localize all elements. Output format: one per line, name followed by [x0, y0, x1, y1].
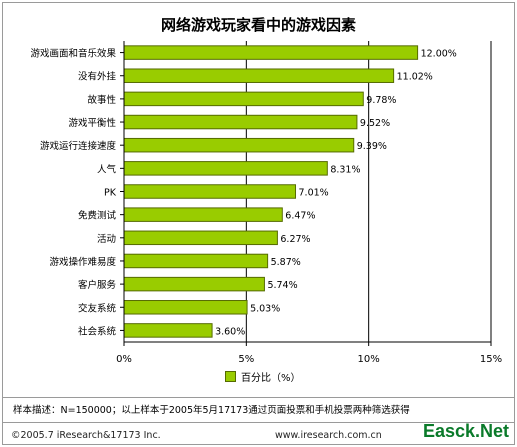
- x-tick-label: 0%: [116, 354, 132, 365]
- category-label: 没有外挂: [78, 71, 117, 83]
- data-label: 7.01%: [299, 188, 329, 199]
- category-label: 游戏平衡性: [68, 117, 116, 129]
- x-tick-label: 5%: [238, 354, 254, 365]
- data-label: 9.52%: [360, 118, 390, 129]
- watermark-logo: Easck.Net: [423, 421, 510, 441]
- category-label: 社会系统: [78, 325, 117, 337]
- copyright-text: ©2005.7 iResearch&17173 Inc.: [11, 430, 161, 441]
- legend-label: 百分比（%）: [241, 373, 301, 384]
- separator-line: [3, 422, 514, 423]
- bar: [123, 230, 278, 246]
- data-label: 11.02%: [397, 72, 433, 83]
- data-label: 5.74%: [267, 280, 297, 291]
- data-label: 6.27%: [280, 234, 310, 245]
- legend: 百分比（%）: [225, 369, 301, 384]
- category-label: 游戏运行连接速度: [40, 140, 117, 152]
- category-label: 游戏操作难易度: [49, 256, 116, 268]
- data-label: 9.39%: [357, 141, 387, 152]
- data-label: 6.47%: [285, 211, 315, 222]
- legend-swatch: [225, 371, 236, 382]
- category-label: 免费测试: [78, 210, 117, 222]
- data-label: 12.00%: [421, 49, 457, 60]
- category-label: 交友系统: [78, 302, 117, 314]
- category-label: 客户服务: [78, 279, 117, 291]
- bar-chart-plot: 0% 5% 10% 15% 游戏画面和音乐效果 12.00% 没有外挂 11.02% 故事性 9.…: [30, 41, 502, 365]
- category-label: 人气: [97, 163, 117, 175]
- bar: [123, 323, 213, 338]
- data-label: 5.87%: [271, 257, 301, 268]
- category-label: 游戏画面和音乐效果: [30, 48, 116, 60]
- data-label: 9.78%: [366, 95, 396, 106]
- chart-title: 网络游戏玩家看中的游戏因素: [160, 16, 356, 34]
- bar: [123, 45, 419, 60]
- bar: [123, 91, 364, 107]
- category-label: PK: [104, 188, 117, 199]
- bar: [123, 161, 328, 176]
- bar: [123, 137, 355, 153]
- data-label: 5.03%: [250, 303, 280, 314]
- data-label: 3.60%: [215, 326, 245, 337]
- bar: [123, 253, 269, 269]
- bar: [123, 68, 395, 83]
- bar: [123, 114, 358, 130]
- x-tick-label: 10%: [358, 354, 380, 365]
- separator-line: [3, 397, 514, 398]
- category-label: 活动: [97, 233, 116, 245]
- bar: [123, 184, 297, 199]
- x-tick-label: 15%: [480, 354, 502, 365]
- website-text: www.iresearch.com.cn: [275, 430, 382, 441]
- category-label: 故事性: [87, 94, 116, 106]
- bar: [123, 207, 283, 222]
- sample-note: 样本描述：N=150000；以上样本于2005年5月17173通过页面投票和手机…: [13, 405, 410, 416]
- data-label: 8.31%: [330, 164, 360, 175]
- bar: [123, 300, 248, 315]
- bar: [123, 276, 265, 292]
